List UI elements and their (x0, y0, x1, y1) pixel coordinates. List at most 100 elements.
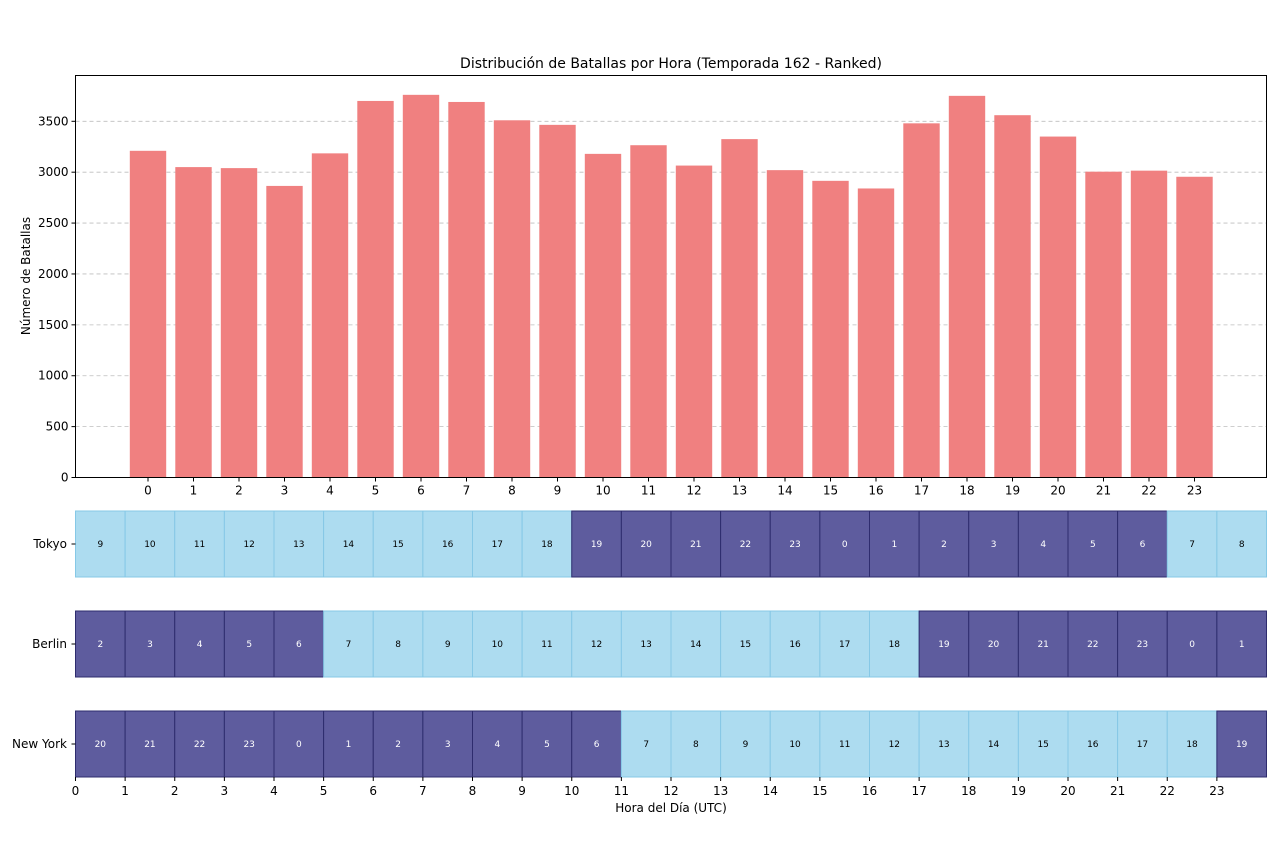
hour-cell-label: 10 (789, 740, 801, 750)
hour-cell-label: 18 (1186, 740, 1198, 750)
x-tick-label: 9 (518, 784, 526, 798)
y-tick-label: 500 (46, 420, 69, 434)
hour-cell (918, 510, 970, 578)
x-tick-label: 23 (1209, 784, 1224, 798)
x-tick-label: 20 (1050, 484, 1065, 498)
x-tick-label: 18 (959, 484, 974, 498)
timezone-heatmap: 9 10 11 12 13 14 15 16 17 18 19 20 21 22 23 0 1 2 3 4 5 6 7 8To… (12, 510, 1267, 798)
hour-cell-label: 9 (743, 740, 749, 750)
timezone-row: 2 3 4 5 6 7 8 9 10 11 12 13 14 15 16 17 18 19 20 21 22 23 0 1Be… (32, 610, 1267, 678)
bar (266, 185, 303, 478)
hour-cell-label: 3 (991, 540, 997, 550)
x-tick-label: 14 (777, 484, 792, 498)
hour-cell-label: 14 (988, 740, 1000, 750)
hour-cell-label: 20 (640, 540, 652, 550)
x-tick-label: 13 (732, 484, 747, 498)
x-tick-label: 12 (686, 484, 701, 498)
hour-cell-label: 12 (591, 640, 602, 650)
bar (766, 170, 804, 478)
hour-cell (918, 610, 970, 678)
hour-cell (819, 610, 870, 678)
hour-cell (472, 510, 523, 578)
plot-frame (75, 75, 1267, 478)
hour-cell-label: 21 (1037, 640, 1048, 650)
hour-cell (323, 510, 374, 578)
hour-cell-label: 6 (1140, 540, 1146, 550)
x-tick-label: 22 (1160, 784, 1175, 798)
hour-cell-label: 23 (243, 740, 254, 750)
hour-cell-label: 15 (1037, 740, 1048, 750)
x-tick-label: 6 (417, 484, 425, 498)
hour-cell (372, 710, 424, 778)
bar (584, 153, 622, 478)
x-tick-label: 16 (862, 784, 877, 798)
hour-cell (769, 710, 821, 778)
hour-cell (521, 610, 573, 678)
hour-cell-label: 7 (346, 640, 352, 650)
x-tick-label: 12 (663, 784, 678, 798)
hour-cell-label: 8 (1239, 540, 1245, 550)
hour-cell (422, 610, 473, 678)
hour-cell (372, 510, 424, 578)
hour-cell (1166, 610, 1218, 678)
hour-cell (1216, 710, 1267, 778)
bar (311, 153, 349, 478)
x-tick-label: 19 (1005, 484, 1020, 498)
hour-cell-label: 8 (395, 640, 401, 650)
bar (903, 123, 940, 478)
hour-cell-label: 6 (296, 640, 302, 650)
timezone-row: 9 10 11 12 13 14 15 16 17 18 19 20 21 22 23 0 1 2 3 4 5 6 7 8To… (32, 510, 1267, 578)
x-tick-label: 19 (1011, 784, 1026, 798)
hour-cell-label: 15 (392, 540, 403, 550)
hour-cell-label: 2 (97, 640, 103, 650)
hour-cell-label: 10 (492, 640, 504, 650)
bar (129, 150, 167, 478)
hour-cell-label: 9 (445, 640, 451, 650)
hour-cell-label: 10 (144, 540, 156, 550)
hour-cell-label: 18 (541, 540, 553, 550)
x-tick-label: 23 (1187, 484, 1202, 498)
bar (857, 188, 895, 478)
x-tick-label: 21 (1096, 484, 1111, 498)
x-tick-label: 17 (914, 484, 929, 498)
hour-cell (819, 510, 870, 578)
hour-cell-label: 21 (144, 740, 155, 750)
x-tick-label: 18 (961, 784, 976, 798)
hour-cell-label: 0 (1189, 640, 1195, 650)
bar (994, 115, 1031, 478)
hour-cell-label: 13 (640, 640, 651, 650)
hour-cell (174, 610, 225, 678)
hour-cell-label: 3 (445, 740, 451, 750)
hour-cell-label: 20 (988, 640, 1000, 650)
hour-cell (1067, 710, 1119, 778)
hour-cell (670, 710, 722, 778)
hour-cell (869, 610, 920, 678)
x-tick-label: 2 (235, 484, 243, 498)
hour-cell (323, 610, 374, 678)
hour-cell-label: 17 (492, 540, 503, 550)
x-tick-label: 14 (763, 784, 778, 798)
hour-cell (1216, 510, 1267, 578)
hour-cell-label: 17 (1137, 740, 1148, 750)
hour-cell (1067, 610, 1119, 678)
bar (448, 101, 485, 478)
y-tick-label: 1000 (38, 369, 69, 383)
hour-cell-label: 20 (95, 740, 107, 750)
hour-cell-label: 15 (740, 640, 751, 650)
hour-cell-label: 16 (1087, 740, 1099, 750)
bar (1039, 136, 1077, 478)
y-axis-label: Número de Batallas (19, 217, 33, 335)
x-tick-label: 11 (641, 484, 656, 498)
bar (721, 139, 758, 478)
hour-cell (124, 710, 176, 778)
x-tick-label: 1 (190, 484, 198, 498)
hour-cell-label: 13 (293, 540, 304, 550)
timezone-row: 20 21 22 23 0 1 2 3 4 5 6 7 8 9 10 11 12 13 14 15 16 17 18 19Ne… (12, 710, 1267, 778)
x-tick-label: 5 (320, 784, 328, 798)
bar (948, 95, 986, 478)
x-tick-label: 9 (554, 484, 562, 498)
hour-cell (620, 510, 672, 578)
hour-cell (620, 710, 672, 778)
timezone-label: Tokyo (32, 537, 67, 551)
